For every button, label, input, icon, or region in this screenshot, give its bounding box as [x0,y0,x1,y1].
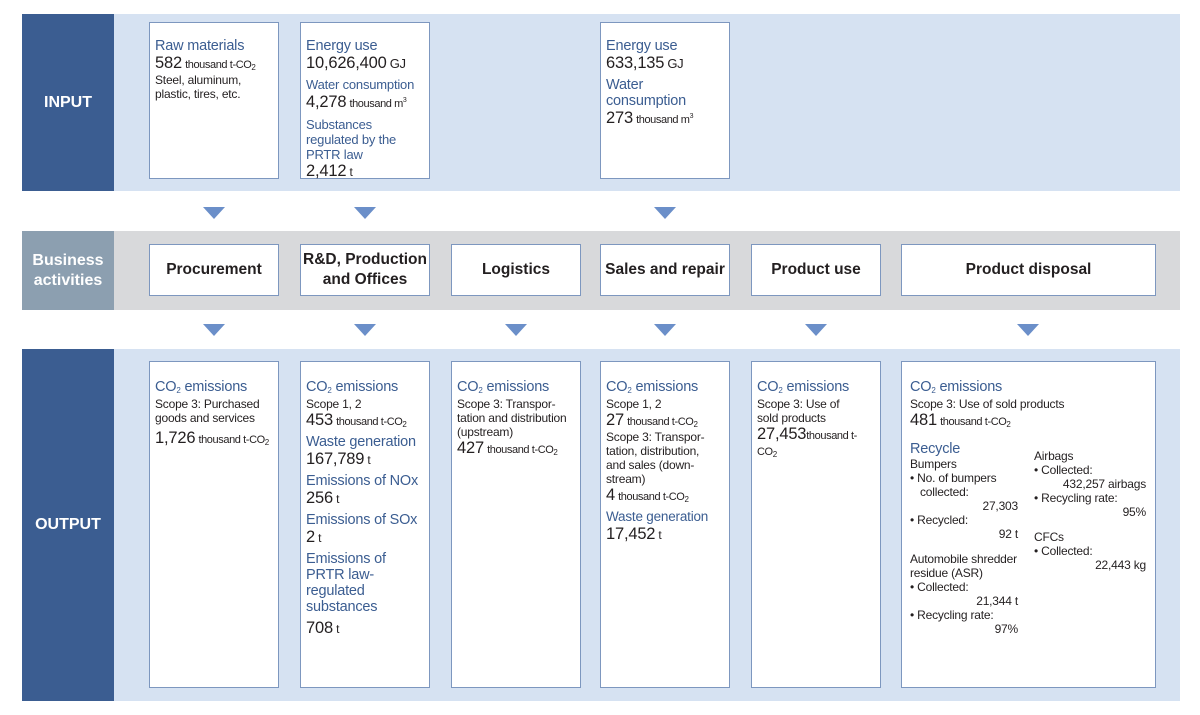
arrow-down-icon [805,324,827,336]
arrow-down-icon [1017,324,1039,336]
co2-amount: 453 thousand t-CO2 [306,411,407,429]
input-label: INPUT [22,14,114,191]
waste-generation-amount: 17,452 t [606,525,662,543]
co2-emissions-title: CO2 emissions [306,379,399,395]
sox-emissions-amount: 2 t [306,528,322,546]
business-activities-label: Business activities [22,231,114,310]
output-product-use-box: CO2 emissions Scope 3: Use of sold produ… [751,361,881,688]
recycle-right-column: Airbags • Collected: 432,257 airbags • R… [1034,449,1150,636]
asr-title: Automobile shredder residue (ASR) [910,552,1017,580]
bumpers-title: Bumpers [910,457,957,471]
nox-emissions-amount: 256 t [306,489,340,507]
output-disposal-box: CO2 emissions Scope 3: Use of sold produ… [901,361,1156,688]
prtr-emissions-amount: 708 t [306,619,340,637]
raw-materials-title: Raw materials [155,38,245,54]
output-procurement-box: CO2 emissions Scope 3: Purchased goods a… [149,361,279,688]
raw-materials-note: Steel, aluminum, plastic, tires, etc. [155,73,242,101]
recycle-columns: Bumpers • No. of bumpers collected: 27,3… [910,449,1150,636]
airbags-recycling-rate-label: • Recycling rate: [1034,491,1118,505]
co2-emissions-title: CO2 emissions [155,379,248,395]
scope-label: Scope 3: Transpor- tation and distributi… [457,397,567,439]
arrow-down-icon [505,324,527,336]
prtr-substances-amount: 2,412 t [306,162,353,180]
co2-amount: 27,453thousand t-CO2 [757,425,857,459]
co2-emissions-title: CO2 emissions [606,379,699,395]
co2-emissions-title: CO2 emissions [757,379,850,395]
energy-use-title: Energy use [606,38,678,54]
co2-amount: 427 thousand t-CO2 [457,439,558,457]
bumpers-collected-value: 27,303 [982,499,1018,513]
input-rd-box: Energy use 10,626,400 GJ Water consumpti… [300,22,430,180]
asr-recycling-rate-value: 97% [994,622,1019,636]
scope-3-label: Scope 3: Transpor- tation, distribution,… [606,430,705,486]
activity-rd-production-offices: R&D, Production and Offices [300,244,430,296]
co2-amount-scope-3: 4 thousand t-CO2 [606,486,689,504]
arrow-down-icon [203,207,225,219]
cfcs-collected-label: • Collected: [1034,544,1093,558]
scope-label: Scope 3: Use of sold products [910,397,1065,411]
water-consumption-amount: 4,278 thousand m3 [306,93,407,111]
activity-logistics: Logistics [451,244,581,296]
energy-use-title: Energy use [306,38,378,54]
activity-product-use: Product use [751,244,881,296]
arrow-down-icon [654,207,676,219]
waste-generation-title: Waste generation [606,509,709,524]
water-consumption-amount: 273 thousand m3 [606,109,694,127]
scope-1-2-label: Scope 1, 2 [606,397,662,411]
airbags-recycling-rate-value: 95% [1122,505,1147,519]
airbags-title: Airbags [1034,449,1074,463]
cfcs-title: CFCs [1034,530,1064,544]
co2-emissions-title: CO2 emissions [457,379,550,395]
arrow-down-icon [354,207,376,219]
scope-label: Scope 3: Purchased goods and services [155,397,260,425]
output-sales-box: CO2 emissions Scope 1, 2 27 thousand t-C… [600,361,730,688]
bumpers-recycled-value: 92 t [998,527,1018,541]
recycle-title: Recycle [910,441,961,457]
bumpers-recycled-label: • Recycled: [910,513,969,527]
prtr-emissions-title: Emissions of PRTR law-regulated substanc… [306,551,386,615]
water-consumption-title: Water consumption [306,77,415,92]
scope-label: Scope 1, 2 [306,397,362,411]
input-procurement-box: Raw materials 582 thousand t-CO2 Steel, … [149,22,279,179]
energy-use-amount: 633,135 GJ [606,54,684,72]
co2-amount: 1,726 thousand t-CO2 [155,429,270,447]
co2-amount: 481 thousand t-CO2 [910,411,1011,429]
asr-recycling-rate-label: • Recycling rate: [910,608,994,622]
recycle-left-column: Bumpers • No. of bumpers collected: 27,3… [910,457,1034,636]
arrow-down-icon [654,324,676,336]
arrow-down-icon [354,324,376,336]
output-rd-box: CO2 emissions Scope 1, 2 453 thousand t-… [300,361,430,688]
cfcs-collected-value: 22,443 kg [1095,558,1146,572]
co2-emissions-title: CO2 emissions [910,379,1003,395]
output-logistics-box: CO2 emissions Scope 3: Transpor- tation … [451,361,581,688]
activity-sales-repair: Sales and repair [600,244,730,296]
nox-emissions-title: Emissions of NOx [306,473,419,489]
output-label: OUTPUT [22,349,114,701]
airbags-collected-value: 432,257 airbags [1062,477,1146,491]
energy-use-amount: 10,626,400 GJ [306,54,406,72]
airbags-collected-label: • Collected: [1034,463,1093,477]
waste-generation-title: Waste generation [306,434,416,450]
asr-collected-label: • Collected: [910,580,969,594]
raw-materials-amount: 582 thousand t-CO2 [155,54,256,72]
bumpers-collected-label: • No. of bumpers collected: [910,471,997,499]
sox-emissions-title: Emissions of SOx [306,512,418,528]
prtr-substances-title: Substances regulated by the PRTR law [306,117,397,162]
input-sales-box: Energy use 633,135 GJ Water consumption … [600,22,730,179]
water-consumption-title: Water consumption [606,77,687,109]
arrow-down-icon [203,324,225,336]
waste-generation-amount: 167,789 t [306,450,371,468]
activity-procurement: Procurement [149,244,279,296]
co2-amount-scope-1-2: 27 thousand t-CO2 [606,411,698,429]
scope-label: Scope 3: Use of sold products [757,397,840,425]
activity-product-disposal: Product disposal [901,244,1156,296]
asr-collected-value: 21,344 t [976,594,1018,608]
